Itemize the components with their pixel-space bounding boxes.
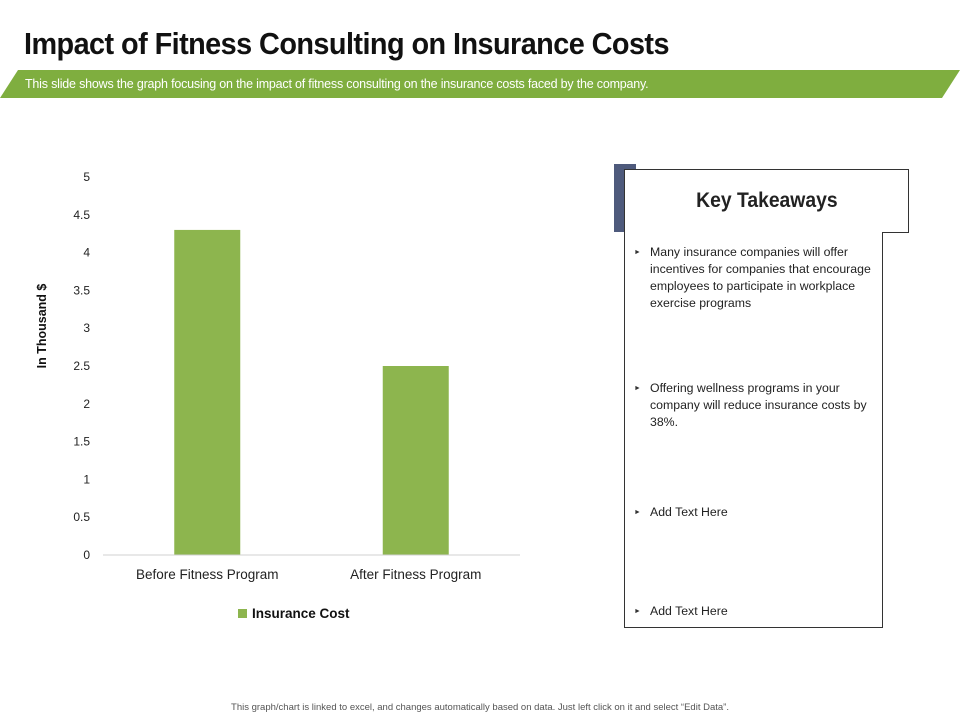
arrow-bullet-icon: ► xyxy=(634,385,641,392)
arrow-bullet-icon: ► xyxy=(634,509,641,516)
takeaways-title: Key Takeaways xyxy=(695,189,838,212)
y-tick-label: 2.5 xyxy=(73,359,90,373)
legend: Insurance Cost xyxy=(238,606,350,621)
subtitle-text: This slide shows the graph focusing on t… xyxy=(25,77,649,91)
takeaways-header: Key Takeaways xyxy=(624,169,909,233)
arrow-bullet-icon: ► xyxy=(634,608,641,615)
y-axis-ticks: 0 0.5 1 1.5 2 2.5 3 3.5 4 4.5 5 xyxy=(73,170,90,562)
takeaway-item: ► Many insurance companies will offer in… xyxy=(634,245,871,310)
footer-note: This graph/chart is linked to excel, and… xyxy=(231,702,729,713)
y-tick-label: 0.5 xyxy=(73,510,90,524)
y-tick-label: 0 xyxy=(83,548,90,562)
takeaway-item: ► Add Text Here xyxy=(634,505,728,519)
takeaways-panel: ► Many insurance companies will offer in… xyxy=(624,232,883,628)
bars xyxy=(174,229,449,556)
y-tick-label: 1.5 xyxy=(73,435,90,449)
y-tick-label: 3.5 xyxy=(73,283,90,297)
arrow-bullet-icon: ► xyxy=(634,249,641,256)
takeaway-item: ► Offering wellness programs in your com… xyxy=(634,381,867,429)
takeaway-item: ► Add Text Here xyxy=(634,604,728,618)
y-tick-label: 1 xyxy=(83,472,90,486)
legend-label: Insurance Cost xyxy=(252,606,350,621)
subtitle-banner xyxy=(0,70,960,98)
y-tick-label: 2 xyxy=(83,397,90,411)
legend-swatch xyxy=(238,609,247,618)
y-tick-label: 4.5 xyxy=(73,208,90,222)
y-tick-label: 4 xyxy=(83,246,90,260)
y-tick-label: 5 xyxy=(83,170,90,184)
page-title: Impact of Fitness Consulting on Insuranc… xyxy=(24,26,670,61)
x-tick-label: After Fitness Program xyxy=(350,567,481,582)
bar[interactable] xyxy=(174,229,241,556)
x-axis-categories: Before Fitness Program After Fitness Prog… xyxy=(136,567,481,582)
y-axis-label: In Thousand $ xyxy=(35,284,49,369)
y-tick-label: 3 xyxy=(83,321,90,335)
bar[interactable] xyxy=(382,366,449,555)
x-tick-label: Before Fitness Program xyxy=(136,567,279,582)
